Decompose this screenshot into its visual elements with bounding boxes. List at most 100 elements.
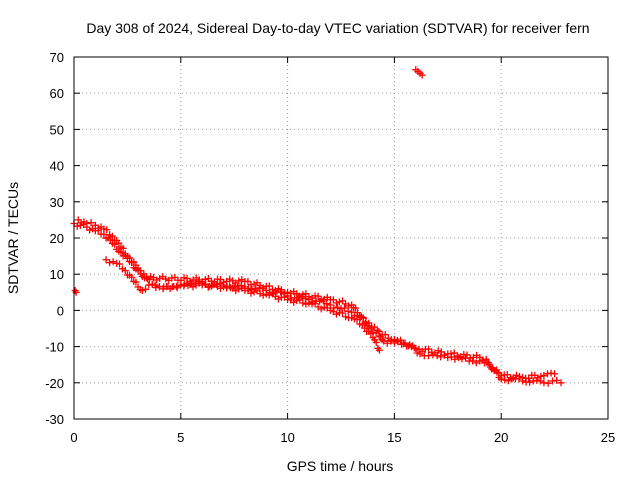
data-point bbox=[557, 379, 565, 387]
data-point bbox=[119, 244, 127, 252]
data-point bbox=[108, 232, 116, 240]
data-point bbox=[277, 286, 285, 294]
data-point bbox=[359, 314, 367, 322]
data-point bbox=[472, 359, 480, 367]
data-point bbox=[305, 293, 313, 301]
y-tick-label: -30 bbox=[45, 412, 64, 427]
data-point bbox=[380, 337, 388, 345]
data-point bbox=[274, 285, 282, 293]
chart-title: Day 308 of 2024, Sidereal Day-to-day VTE… bbox=[86, 20, 589, 36]
data-point bbox=[268, 285, 276, 293]
data-point bbox=[372, 338, 380, 346]
data-point bbox=[155, 283, 163, 291]
data-point bbox=[265, 291, 273, 299]
data-point bbox=[132, 261, 140, 269]
data-point bbox=[339, 297, 347, 305]
data-point bbox=[106, 259, 114, 267]
data-point bbox=[339, 309, 347, 317]
data-point bbox=[259, 284, 267, 292]
data-point bbox=[447, 350, 455, 358]
x-tick-label: 20 bbox=[494, 430, 508, 445]
data-point bbox=[425, 352, 433, 360]
y-tick-label: 60 bbox=[50, 86, 64, 101]
y-tick-label: 0 bbox=[57, 303, 64, 318]
y-tick-label: 10 bbox=[50, 267, 64, 282]
x-tick-label: 15 bbox=[387, 430, 401, 445]
data-point bbox=[136, 267, 144, 275]
data-point bbox=[265, 282, 273, 290]
data-point bbox=[247, 289, 255, 297]
data-point bbox=[103, 226, 111, 234]
data-point bbox=[544, 379, 552, 387]
data-point bbox=[485, 360, 493, 368]
data-point bbox=[180, 274, 188, 282]
data-point bbox=[526, 378, 534, 386]
data-point bbox=[116, 260, 124, 268]
x-axis-label: GPS time / hours bbox=[287, 458, 394, 474]
y-tick-label: 70 bbox=[50, 50, 64, 65]
data-point bbox=[437, 348, 445, 356]
grid bbox=[74, 57, 608, 419]
data-point bbox=[230, 283, 238, 291]
data-point bbox=[540, 372, 548, 380]
data-point bbox=[302, 300, 310, 308]
data-point bbox=[159, 285, 167, 293]
data-point bbox=[335, 298, 343, 306]
data-point bbox=[162, 275, 170, 283]
data-point bbox=[329, 296, 337, 304]
x-tick-label: 0 bbox=[70, 430, 77, 445]
data-point bbox=[186, 277, 194, 285]
data-point bbox=[519, 373, 527, 381]
data-point bbox=[441, 351, 449, 359]
data-point bbox=[345, 302, 353, 310]
data-point bbox=[235, 277, 243, 285]
data-point bbox=[332, 310, 340, 318]
data-point bbox=[145, 281, 153, 289]
data-point bbox=[152, 284, 160, 292]
data-point bbox=[115, 239, 123, 247]
data-point bbox=[516, 372, 524, 380]
data-point bbox=[274, 295, 282, 303]
data-point bbox=[83, 220, 91, 228]
data-point bbox=[537, 372, 545, 380]
y-tick-label: -10 bbox=[45, 340, 64, 355]
data-point bbox=[311, 299, 319, 307]
data-point bbox=[173, 284, 181, 292]
data-point bbox=[390, 335, 398, 343]
y-tick-label: 20 bbox=[50, 231, 64, 246]
axis-ticks: 0 5 10 15 20 25 -30 -20 -10 0 10 20 30 40 50 60 70 bbox=[45, 50, 615, 445]
data-point bbox=[534, 374, 542, 382]
data-point bbox=[138, 286, 146, 294]
data-point bbox=[109, 258, 117, 266]
data-point bbox=[126, 254, 134, 262]
data-point bbox=[341, 304, 349, 312]
y-tick-label: 40 bbox=[50, 159, 64, 174]
data-point bbox=[220, 278, 228, 286]
data-point bbox=[512, 371, 520, 379]
x-tick-label: 5 bbox=[177, 430, 184, 445]
data-point bbox=[375, 346, 383, 354]
data-point bbox=[375, 332, 383, 340]
y-tick-label: -20 bbox=[45, 376, 64, 391]
data-point bbox=[235, 285, 243, 293]
data-point bbox=[412, 344, 420, 352]
data-point bbox=[284, 288, 292, 296]
data-point bbox=[189, 283, 197, 291]
data-point bbox=[317, 305, 325, 313]
data-point bbox=[551, 370, 559, 378]
x-tick-label: 25 bbox=[601, 430, 615, 445]
data-point bbox=[384, 334, 392, 342]
data-point bbox=[73, 222, 81, 230]
data-point bbox=[250, 280, 258, 288]
data-point bbox=[216, 284, 224, 292]
data-point bbox=[332, 299, 340, 307]
data-point bbox=[281, 289, 289, 297]
data-point bbox=[352, 304, 360, 312]
data-point bbox=[333, 303, 341, 311]
data-point bbox=[296, 292, 304, 300]
data-point bbox=[418, 71, 426, 79]
data-point bbox=[128, 273, 136, 281]
data-point bbox=[244, 277, 252, 285]
data-point bbox=[87, 219, 95, 227]
data-point bbox=[299, 291, 307, 299]
